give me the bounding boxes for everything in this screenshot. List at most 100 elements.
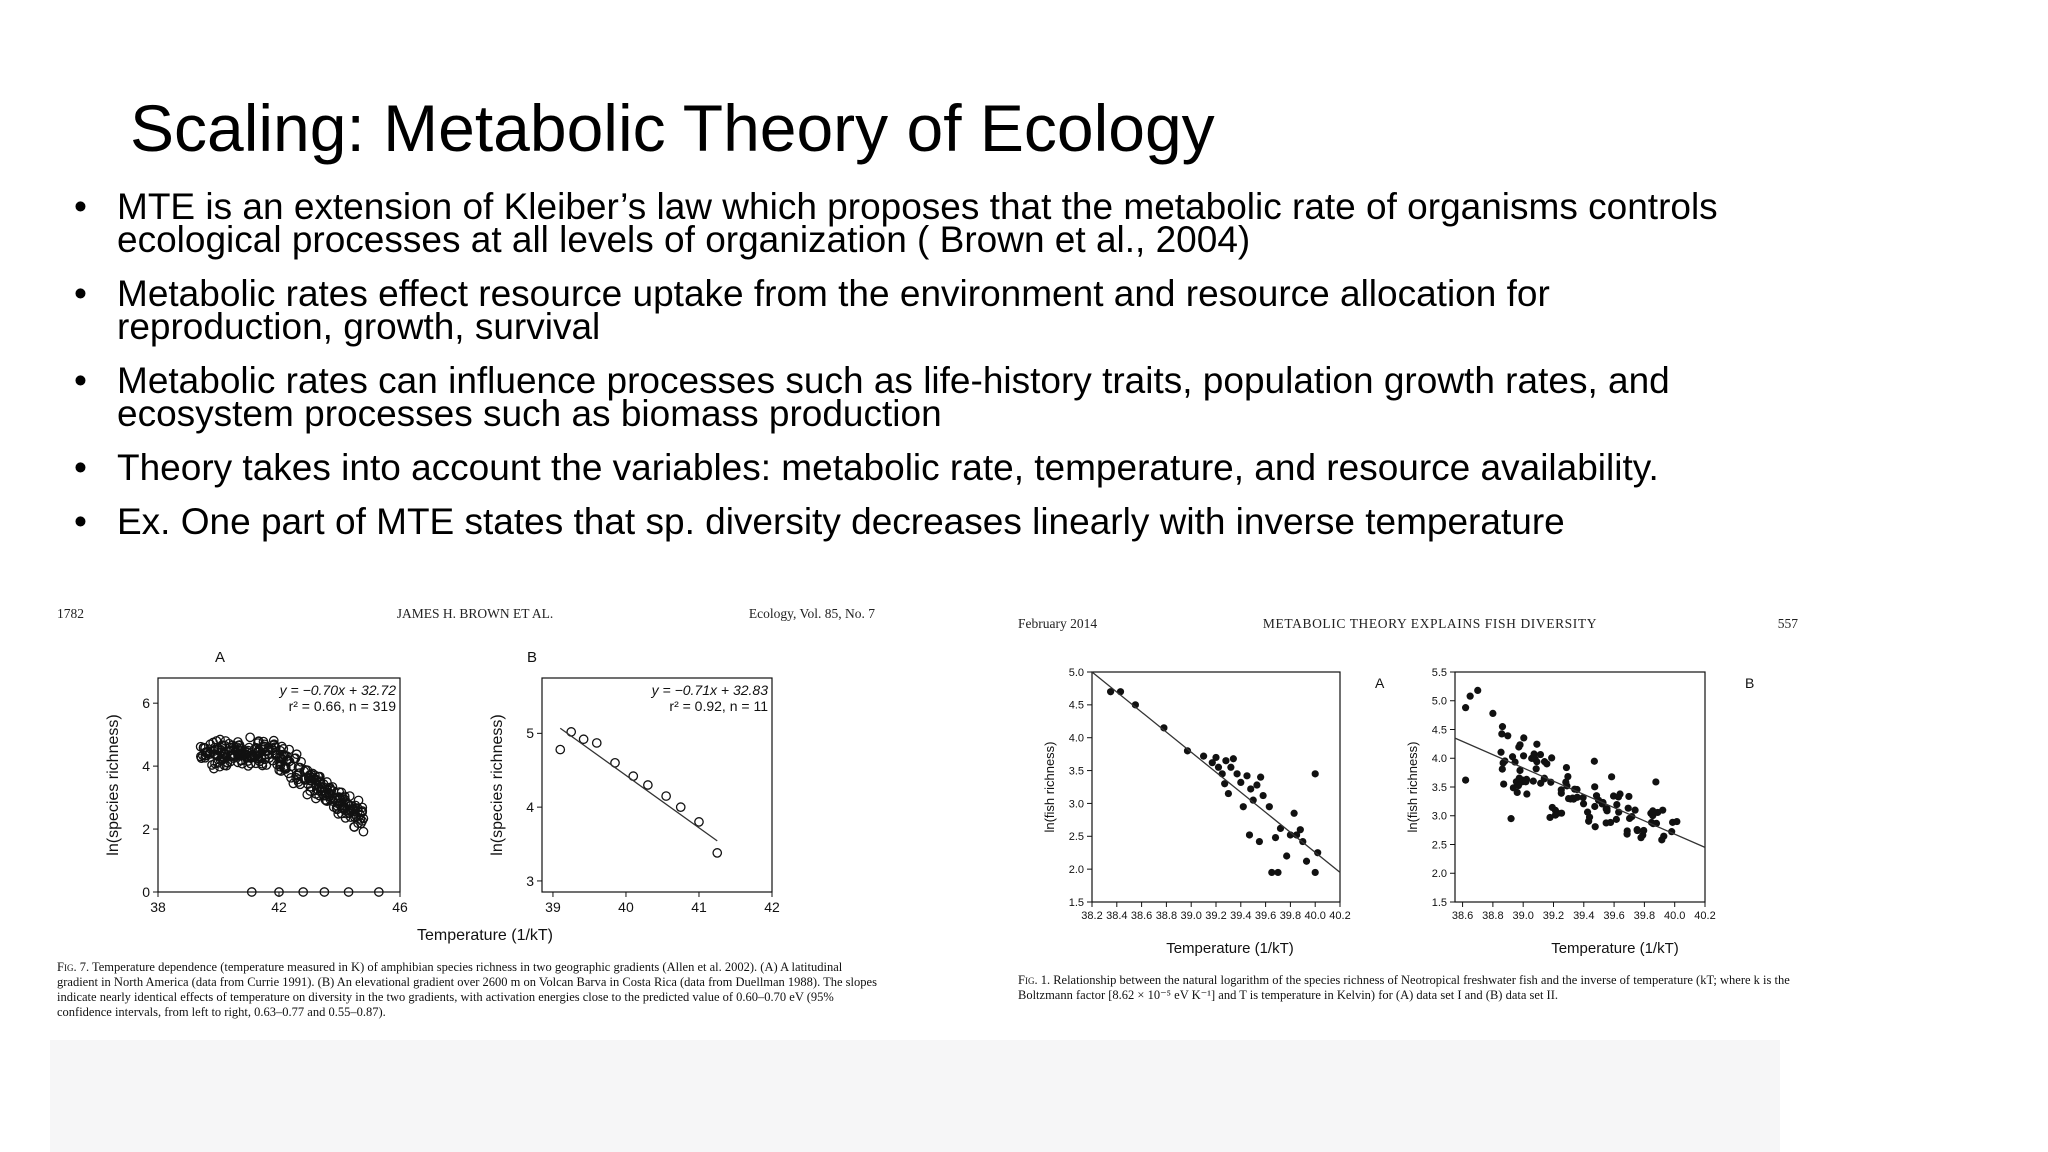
data-point xyxy=(1591,802,1599,811)
data-point xyxy=(269,742,280,752)
data-point xyxy=(256,753,267,764)
data-point xyxy=(1637,834,1645,842)
y-tick-label: 4 xyxy=(142,758,150,774)
data-point xyxy=(345,804,355,815)
data-point xyxy=(1590,757,1598,765)
data-point xyxy=(310,770,320,781)
x-tick-label: 40.2 xyxy=(1694,910,1715,922)
fit-line xyxy=(559,727,718,842)
data-point xyxy=(1314,849,1322,857)
panel-label: B xyxy=(527,649,537,666)
data-point xyxy=(358,813,369,824)
data-point xyxy=(373,887,384,897)
y-tick-label: 2.5 xyxy=(1432,839,1447,851)
data-point xyxy=(1533,740,1541,748)
y-tick-label: 4.0 xyxy=(1432,753,1447,765)
data-point xyxy=(675,802,686,812)
data-point xyxy=(1107,688,1115,696)
data-point xyxy=(219,753,229,763)
data-point xyxy=(253,736,264,747)
data-point xyxy=(1498,765,1506,773)
data-point xyxy=(1224,789,1232,798)
data-point xyxy=(1268,868,1276,877)
y-tick-label: 0 xyxy=(142,884,150,900)
data-point xyxy=(1564,794,1573,803)
y-tick-label: 1.5 xyxy=(1069,897,1084,909)
data-point xyxy=(1516,766,1524,775)
data-point xyxy=(1592,792,1601,800)
x-tick-label: 38.8 xyxy=(1156,910,1177,922)
page-number: 557 xyxy=(1778,616,1799,631)
data-point xyxy=(1253,781,1261,789)
x-tick-label: 42 xyxy=(271,899,287,915)
data-point xyxy=(1579,794,1587,802)
data-point xyxy=(1498,730,1506,738)
data-point xyxy=(1529,777,1537,785)
chart-panel-b: 39 40 41 42 3 4 5 ln(species richness) y = −0.71… xyxy=(489,677,780,915)
x-axis-label: Temperature (1/kT) xyxy=(1166,940,1294,957)
x-tick-label: 39.4 xyxy=(1230,910,1251,922)
fit-equation: y = −0.71x + 32.83 xyxy=(651,682,769,698)
fit-equation: y = −0.70x + 32.72 xyxy=(279,682,397,698)
x-tick-label: 38 xyxy=(150,899,166,915)
y-tick-label: 5.5 xyxy=(1432,667,1447,679)
data-point xyxy=(578,734,589,745)
data-point xyxy=(1290,809,1298,817)
data-point xyxy=(314,790,324,801)
y-tick-label: 2.5 xyxy=(1069,831,1084,843)
x-tick-label: 40.0 xyxy=(1664,910,1685,922)
data-point xyxy=(1602,819,1610,827)
x-tick-label: 38.6 xyxy=(1452,910,1473,922)
bullet-item: • Metabolic rates effect resource uptake… xyxy=(72,275,1832,345)
data-point xyxy=(210,758,220,769)
bullet-line: Ex. One part of MTE states that sp. dive… xyxy=(117,501,1565,542)
data-point xyxy=(1257,773,1265,781)
data-point xyxy=(1462,704,1470,712)
data-point xyxy=(643,780,653,790)
chart-panel-b: 38.6 38.8 39.0 39.2 39.4 39.6 39.8 40.0 40.2 1.5 2… xyxy=(1405,667,1716,922)
data-point xyxy=(1591,783,1599,791)
data-point xyxy=(1614,793,1623,801)
data-point xyxy=(1499,759,1507,767)
caption-lead: Fig. 1. xyxy=(1018,973,1051,987)
data-point xyxy=(1239,803,1247,811)
data-point xyxy=(1633,826,1641,835)
data-point xyxy=(1221,780,1229,788)
data-point xyxy=(1514,781,1523,790)
bullet-line: Metabolic rates can influence processes … xyxy=(117,360,1670,401)
data-point xyxy=(227,740,238,751)
data-point xyxy=(338,803,348,814)
x-tick-label: 38.2 xyxy=(1081,910,1102,922)
data-point xyxy=(1498,723,1507,731)
data-point xyxy=(215,734,225,745)
data-point xyxy=(319,887,330,897)
data-point xyxy=(1296,826,1304,834)
x-tick-label: 39.4 xyxy=(1573,910,1594,922)
y-tick-label: 2.0 xyxy=(1069,864,1084,876)
data-point xyxy=(1243,772,1251,780)
bullet-item: • Ex. One part of MTE states that sp. di… xyxy=(72,501,1832,542)
bullet-item: • Theory takes into account the variable… xyxy=(72,449,1832,486)
data-point xyxy=(304,771,315,781)
data-point xyxy=(1658,836,1666,844)
plot-frame xyxy=(1454,671,1706,903)
data-point xyxy=(255,746,265,757)
y-axis-label: ln(fish richness) xyxy=(1042,741,1057,832)
caption-text: Relationship between the natural logarit… xyxy=(1018,973,1790,1002)
data-point xyxy=(270,749,281,760)
data-point xyxy=(1543,760,1551,768)
data-point xyxy=(1536,750,1545,759)
data-point xyxy=(694,817,704,827)
y-tick-label: 4 xyxy=(526,799,534,815)
data-point xyxy=(1507,815,1515,823)
data-point xyxy=(1183,747,1192,755)
data-point xyxy=(261,760,272,770)
data-point xyxy=(1212,753,1220,762)
data-point xyxy=(712,848,723,858)
bullet-marker: • xyxy=(74,360,87,401)
data-point xyxy=(358,826,369,837)
data-point xyxy=(1612,815,1620,823)
data-point xyxy=(332,798,343,809)
data-point xyxy=(1311,868,1319,877)
